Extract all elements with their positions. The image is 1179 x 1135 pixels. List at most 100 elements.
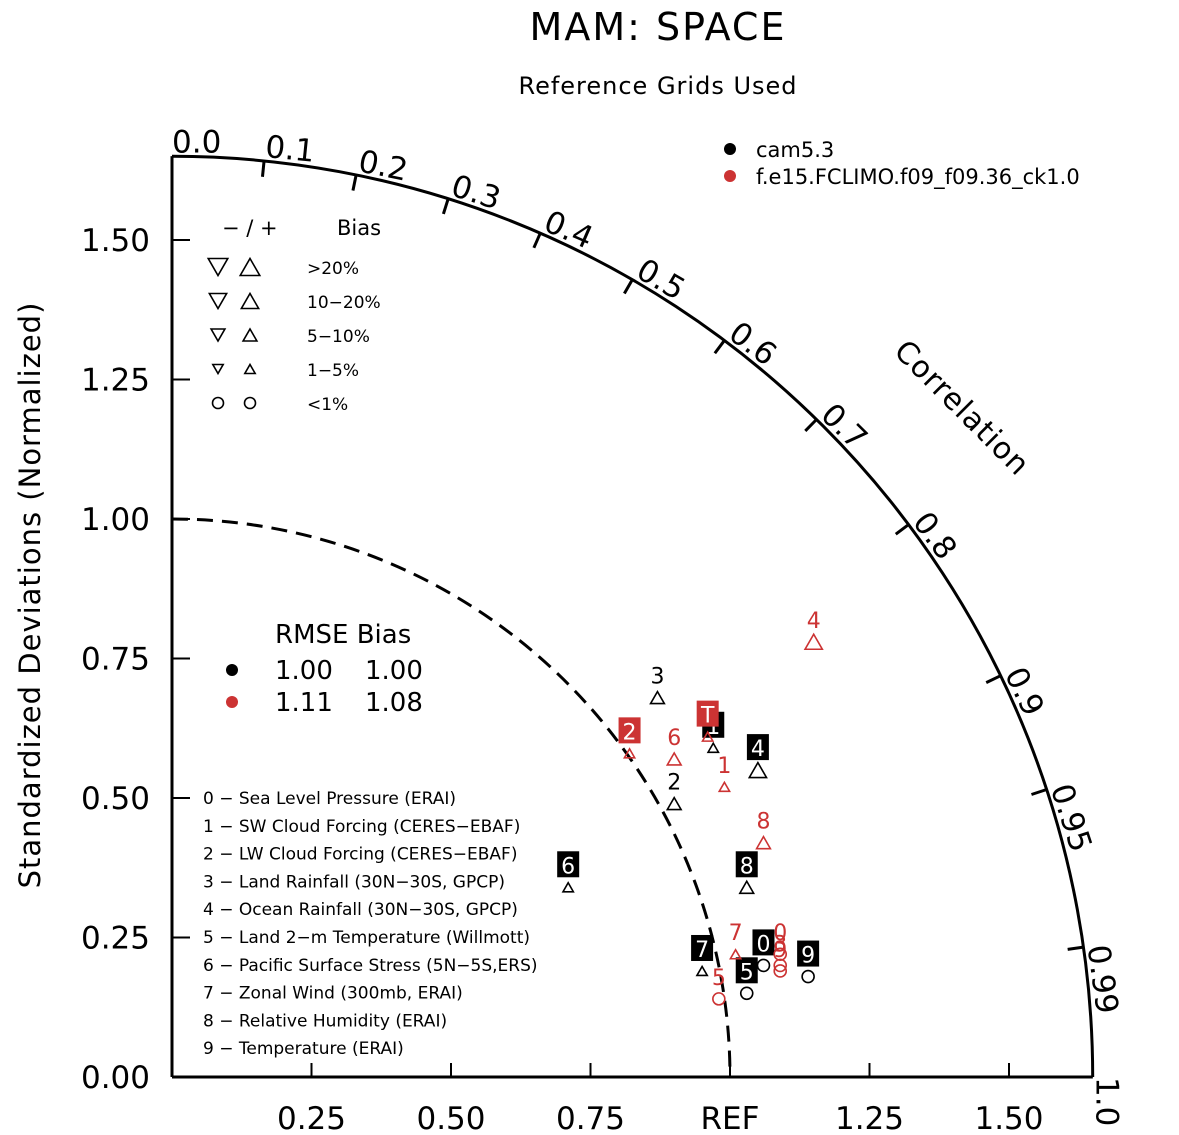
correlation-tick-mark [1067,945,1084,951]
point-label: 0 [773,921,787,946]
reference-arc [171,154,1095,1078]
point-marker [739,986,754,1001]
point-label: 7 [729,921,743,946]
correlation-label: Correlation [887,334,1037,484]
correlation-tick-mark [1030,788,1048,796]
variable-legend-item: 7 − Zonal Wind (300mb, ERAI) [203,984,463,1004]
bias-legend-header2: Bias [337,216,381,240]
point-marker [649,689,666,705]
x-tick-label: 1.25 [835,1101,904,1135]
point-marker [738,879,756,895]
point-marker [773,958,788,973]
bias-legend-triangle-up [239,291,261,310]
variable-legend-item: 5 − Land 2−m Temperature (Willmott) [203,928,530,948]
correlation-tick-mark [351,174,358,191]
point-marker [706,741,720,754]
point-label: 9 [773,938,787,963]
correlation-tick-label: 0.6 [722,315,783,373]
series-marker-1 [724,170,736,182]
point-label: 6 [561,854,575,879]
bias-legend-label: 1−5% [307,361,359,381]
correlation-tick-label: 0.95 [1043,780,1099,857]
chart-subtitle: Reference Grids Used [518,72,797,100]
correlation-tick-mark [713,339,726,355]
point-marker [623,747,637,759]
variable-legend-item: 9 − Temperature (ERAI) [203,1039,404,1059]
point-label: 4 [807,609,821,634]
x-tick-label: 1.50 [974,1101,1043,1135]
point-label: 4 [751,737,765,762]
point-marker [665,795,683,811]
variable-legend-item: 4 − Ocean Rainfall (30N−30S, GPCP) [203,900,518,920]
bias-legend: − / + Bias >20% 10−20% 5−10% 1−5% <1% [206,216,381,415]
correlation-tick-label: 0.5 [630,252,691,308]
chart-title: MAM: SPACE [530,5,787,49]
y-tick-label: 0.50 [81,781,150,817]
correlation-tick-label: 0.4 [539,204,599,257]
point-label: 8 [756,810,770,835]
x-tick-label: 0.75 [556,1101,625,1135]
correlation-tick-mark [894,523,910,536]
x-tick-label: 0.50 [416,1101,485,1135]
bias-legend-circle [211,396,225,410]
correlation-tick-label: 0.7 [814,397,874,457]
point-label-box [735,851,758,878]
point-label-box [618,717,641,744]
bias-legend-triangle-down [207,292,229,311]
point-marker [773,947,788,962]
point-label: T [700,704,715,729]
point-label: 5 [712,966,726,991]
y-tick-label: 1.25 [81,363,150,399]
variable-legend-item: 3 − Land Rainfall (30N−30S, GPCP) [203,872,505,892]
variable-legend-item: 2 − LW Cloud Forcing (CERES−EBAF) [203,845,517,865]
y-tick-label: 1.00 [81,502,150,538]
point-label-box [691,934,714,961]
correlation-tick-mark [532,232,542,249]
y-tick-label: 0.00 [81,1060,150,1096]
point-label: 9 [801,944,815,969]
point-label-box [735,957,758,984]
point-marker [561,881,575,893]
correlation-tick-label: 0.3 [447,168,505,217]
bias-legend-label: 10−20% [307,293,381,313]
bias-legend-triangle-up [238,256,262,277]
series-name-0: cam5.3 [756,138,834,162]
correlation-tick-mark [441,198,450,215]
point-label-box [797,940,820,967]
series-legend: cam5.3 f.e15.FCLIMO.f09_f09.36_ck1.0 [724,138,1080,190]
stats-rmse-0: 1.00 [275,656,333,686]
correlation-tick-mark [985,674,1002,685]
stats-legend: RMSE Bias 1.00 1.00 1.11 1.08 [226,620,423,718]
stats-legend-header: RMSE Bias [275,620,411,650]
point-marker [665,751,683,766]
point-marker [756,958,771,973]
point-label: 0 [756,932,770,957]
series-marker-0 [724,143,736,155]
point-label: 3 [650,665,664,690]
bias-legend-triangle-up [243,362,257,375]
y-tick-label: 0.25 [81,921,150,957]
point-marker [803,632,824,651]
bias-legend-label: 5−10% [307,327,370,347]
series-name-1: f.e15.FCLIMO.f09_f09.36_ck1.0 [756,165,1080,190]
correlation-tick-label: 0.2 [355,144,411,189]
point-marker [701,730,715,742]
reference-std-arc [171,517,732,1078]
point-marker [755,835,772,850]
point-marker [773,964,788,978]
bias-legend-triangle-up [241,327,259,342]
correlation-tick-mark [260,160,266,177]
variable-legend-item: 8 − Relative Humidity (ERAI) [203,1011,447,1031]
point-marker [801,969,815,984]
y-axis-label: Standardized Deviations (Normalized) [13,302,47,889]
stats-marker-0 [226,664,238,676]
bias-legend-triangle-down [211,363,225,376]
point-marker [717,780,731,793]
stats-bias-1: 1.08 [365,688,423,718]
outer-arc [171,154,1095,1078]
correlation-tick-mark [804,418,818,432]
stats-marker-1 [226,696,238,708]
correlation-tick-label: 0.9 [997,662,1051,722]
point-label: 6 [667,726,681,751]
point-label: 2 [667,771,681,796]
